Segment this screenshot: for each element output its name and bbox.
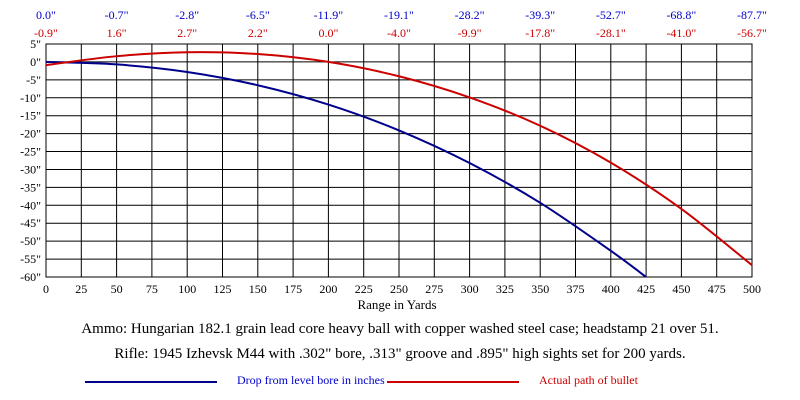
legend-drop-label: Drop from level bore in inches <box>237 373 385 387</box>
x-tick-label: 425 <box>637 282 655 296</box>
legend-path-swatch <box>387 381 519 383</box>
top-path-value: 2.7" <box>177 26 197 40</box>
axis-tick-labels: 0 25 50 75 100 125 150 175 200 225 250 275 300 325 350… <box>20 37 761 296</box>
y-tick-label: -60" <box>20 270 41 284</box>
x-axis-label: Range in Yards <box>357 297 436 312</box>
ammo-caption: Ammo: Hungarian 182.1 grain lead core he… <box>81 321 719 337</box>
y-tick-label: -40" <box>20 198 41 212</box>
y-tick-label: -35" <box>20 180 41 194</box>
top-path-value: 2.2" <box>248 26 268 40</box>
chart-grid <box>45 43 753 278</box>
top-drop-value: -0.7" <box>105 8 129 22</box>
top-drop-value: -19.1" <box>384 8 414 22</box>
legend-item-path: Actual path of bullet <box>387 373 687 391</box>
x-tick-label: 75 <box>146 282 158 296</box>
top-drop-value: -6.5" <box>246 8 270 22</box>
top-path-value: -28.1" <box>596 26 626 40</box>
top-path-value: -0.9" <box>34 26 58 40</box>
x-tick-label: 250 <box>390 282 408 296</box>
x-tick-label: 225 <box>355 282 373 296</box>
x-tick-label: 275 <box>425 282 443 296</box>
rifle-caption: Rifle: 1945 Izhevsk M44 with .302" bore,… <box>114 346 686 362</box>
top-value-rows: 0.0" -0.7" -2.8" -6.5" -11.9" -19.1" -28.2" -39… <box>34 8 767 40</box>
x-tick-label: 475 <box>708 282 726 296</box>
y-tick-label: -50" <box>20 234 41 248</box>
x-tick-label: 0 <box>43 282 49 296</box>
y-tick-label: 0" <box>30 55 41 69</box>
legend-path-label: Actual path of bullet <box>539 373 638 387</box>
y-tick-label: -5" <box>26 73 41 87</box>
top-path-value: 0.0" <box>318 26 338 40</box>
top-path-value: -56.7" <box>737 26 767 40</box>
y-tick-label: -55" <box>20 252 41 266</box>
x-tick-label: 325 <box>496 282 514 296</box>
x-tick-label: 25 <box>75 282 87 296</box>
top-drop-value: -87.7" <box>737 8 767 22</box>
top-drop-value: -2.8" <box>175 8 199 22</box>
x-tick-label: 350 <box>531 282 549 296</box>
top-drop-value: -28.2" <box>455 8 485 22</box>
x-tick-label: 400 <box>602 282 620 296</box>
x-tick-label: 200 <box>319 282 337 296</box>
x-tick-label: 375 <box>567 282 585 296</box>
top-drop-value: -68.8" <box>666 8 696 22</box>
top-drop-value: -11.9" <box>314 8 344 22</box>
legend-item-drop: Drop from level bore in inches <box>85 373 405 391</box>
x-tick-label: 175 <box>284 282 302 296</box>
legend-drop-swatch <box>85 381 217 383</box>
top-drop-value: -52.7" <box>596 8 626 22</box>
x-tick-label: 150 <box>249 282 267 296</box>
x-tick-label: 100 <box>178 282 196 296</box>
y-tick-label: -20" <box>20 127 41 141</box>
y-tick-label: -10" <box>20 91 41 105</box>
top-drop-value: 0.0" <box>36 8 56 22</box>
top-path-value: -4.0" <box>387 26 411 40</box>
x-tick-label: 50 <box>111 282 123 296</box>
x-tick-label: 500 <box>743 282 761 296</box>
y-tick-label: -30" <box>20 162 41 176</box>
y-tick-label: -15" <box>20 109 41 123</box>
x-tick-label: 300 <box>461 282 479 296</box>
top-path-value: -17.8" <box>525 26 555 40</box>
x-tick-label: 125 <box>214 282 232 296</box>
y-tick-label: 5" <box>30 37 41 51</box>
top-path-value: 1.6" <box>107 26 127 40</box>
x-tick-label: 450 <box>672 282 690 296</box>
chart-series <box>45 51 753 278</box>
trajectory-chart: 0.0" -0.7" -2.8" -6.5" -11.9" -19.1" -28.2" -39… <box>20 8 767 312</box>
y-tick-label: -45" <box>20 216 41 230</box>
path-series-line <box>45 51 753 266</box>
y-tick-label: -25" <box>20 145 41 159</box>
drop-series-line <box>45 60 647 278</box>
top-drop-value: -39.3" <box>525 8 555 22</box>
top-path-value: -9.9" <box>458 26 482 40</box>
top-path-value: -41.0" <box>666 26 696 40</box>
